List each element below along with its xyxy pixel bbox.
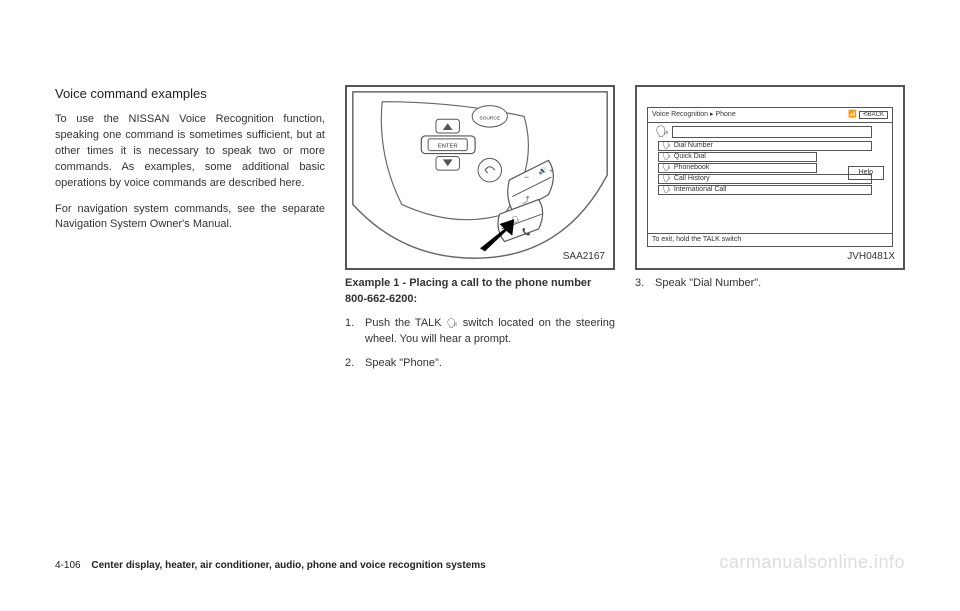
chapter-title: Center display, heater, air conditioner,… [91, 560, 485, 571]
watermark: carmanualsonline.info [719, 552, 905, 573]
section-title: Voice command examples [55, 85, 325, 104]
menu-call-history: 🗣Call History [658, 174, 872, 184]
back-button: ⟲BACK [859, 111, 888, 119]
column-3: Voice Recognition ▸ Phone 📶 ⟲BACK 🗣 🗣Dia… [635, 85, 905, 515]
voice-icon: 🗣 [662, 174, 671, 184]
page-number: 4-106 [55, 560, 81, 571]
voice-icon: 🗣 [662, 185, 671, 195]
column-1: Voice command examples To use the NISSAN… [55, 85, 325, 515]
menu-label: Quick Dial [674, 152, 706, 162]
voice-icon: 🗣 [662, 141, 671, 151]
column-2: ENTER SOURCE − 🔊 + ⤴ [345, 85, 615, 515]
menu-label: Call History [674, 174, 710, 184]
step-2: 2. Speak "Phone". [345, 356, 615, 372]
menu-label: Dial Number [674, 141, 713, 151]
svg-text:🔊 +: 🔊 + [539, 166, 553, 175]
menu-label: Phonebook [674, 163, 709, 173]
step-number: 1. [345, 316, 365, 348]
talking-head-icon: 🗣 [655, 125, 669, 141]
figure-label-1: SAA2167 [563, 250, 605, 265]
step-text: Speak "Dial Number". [655, 276, 905, 292]
step-text: Push the TALK 🗣 switch located on the st… [365, 316, 615, 348]
screen-header: Voice Recognition ▸ Phone 📶 ⟲BACK [648, 108, 892, 123]
step-3: 3. Speak "Dial Number". [635, 276, 905, 292]
paragraph-1: To use the NISSAN Voice Recognition func… [55, 112, 325, 192]
page-content: Voice command examples To use the NISSAN… [55, 85, 905, 515]
menu-phonebook: 🗣Phonebook [658, 163, 817, 173]
menu-international-call: 🗣International Call [658, 185, 872, 195]
svg-text:📞: 📞 [522, 227, 531, 236]
signal-icon: 📶 [848, 111, 857, 118]
voice-icon: 🗣 [662, 163, 671, 173]
breadcrumb-right: Phone [715, 111, 735, 118]
header-right: 📶 ⟲BACK [848, 110, 888, 120]
talk-icon: 🗣 [446, 317, 457, 330]
step-1: 1. Push the TALK 🗣 switch located on the… [345, 316, 615, 348]
page-footer: 4-106 Center display, heater, air condit… [55, 560, 486, 571]
voice-icon: 🗣 [662, 152, 671, 162]
menu-label: International Call [674, 185, 727, 195]
source-button-label: SOURCE [479, 115, 501, 121]
figure-label-2: JVH0481X [847, 250, 895, 265]
enter-button-label: ENTER [438, 144, 458, 150]
voice-input-bar: 🗣 [672, 126, 872, 138]
paragraph-2: For navigation system commands, see the … [55, 202, 325, 234]
help-button: Help [848, 166, 884, 180]
example-title: Example 1 - Placing a call to the phone … [345, 276, 615, 308]
figure-steering-wheel: ENTER SOURCE − 🔊 + ⤴ [345, 85, 615, 270]
step1-prefix: Push the TALK [365, 317, 442, 329]
steering-wheel-illustration: ENTER SOURCE − 🔊 + ⤴ [347, 87, 613, 268]
breadcrumb-left: Voice Recognition [652, 111, 708, 118]
menu-quick-dial: 🗣Quick Dial [658, 152, 817, 162]
breadcrumb: Voice Recognition ▸ Phone [652, 110, 736, 120]
step-text: Speak "Phone". [365, 356, 615, 372]
screen-mockup: Voice Recognition ▸ Phone 📶 ⟲BACK 🗣 🗣Dia… [647, 107, 893, 247]
menu-dial-number: 🗣Dial Number [658, 141, 872, 151]
step-number: 2. [345, 356, 365, 372]
step-number: 3. [635, 276, 655, 292]
figure-screen: Voice Recognition ▸ Phone 📶 ⟲BACK 🗣 🗣Dia… [635, 85, 905, 270]
screen-footer: To exit, hold the TALK switch [648, 233, 892, 246]
svg-text:−: − [524, 172, 529, 182]
